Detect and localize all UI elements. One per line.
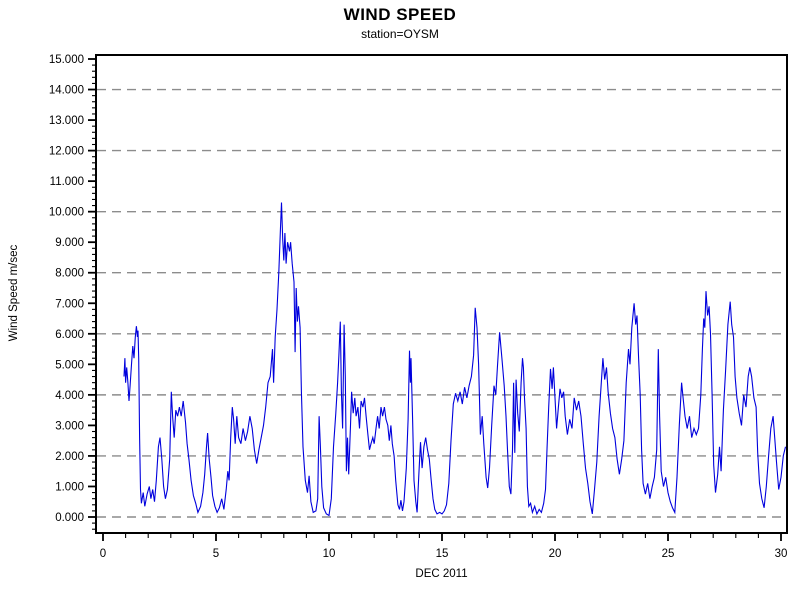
wind-speed-line (123, 202, 787, 517)
x-tick-label: 15 (436, 548, 449, 560)
y-tick-label: 3.000 (55, 420, 84, 432)
y-tick-label: 15.000 (49, 54, 84, 66)
plot-frame (95, 54, 788, 534)
y-tick-label: 2.000 (55, 451, 84, 463)
y-tick-label: 11.000 (50, 176, 84, 188)
y-tick-label: 6.000 (55, 329, 84, 341)
y-tick-label: 7.000 (55, 298, 84, 310)
y-tick-label: 10.000 (49, 207, 84, 219)
y-tick-label: 4.000 (55, 390, 84, 402)
y-tick-label: 12.000 (49, 146, 84, 158)
x-tick-label: 5 (213, 548, 219, 560)
y-tick-label: 8.000 (55, 268, 84, 280)
chart-subtitle: station=OYSM (361, 27, 439, 41)
y-tick-label: 1.000 (55, 481, 84, 493)
x-tick-label: 20 (549, 548, 562, 560)
y-tick-label: 14.000 (49, 85, 84, 97)
x-tick-label: 10 (323, 548, 336, 560)
y-tick-label: 5.000 (55, 359, 84, 371)
x-axis-title: DEC 2011 (415, 568, 468, 580)
x-tick-label: 0 (100, 548, 106, 560)
x-tick-label: 25 (662, 548, 675, 560)
chart-title: WIND SPEED (343, 5, 457, 24)
y-tick-label: 0.000 (55, 512, 84, 524)
y-tick-label: 13.000 (49, 115, 84, 127)
y-tick-label: 9.000 (55, 237, 84, 249)
x-tick-label: 30 (775, 548, 788, 560)
